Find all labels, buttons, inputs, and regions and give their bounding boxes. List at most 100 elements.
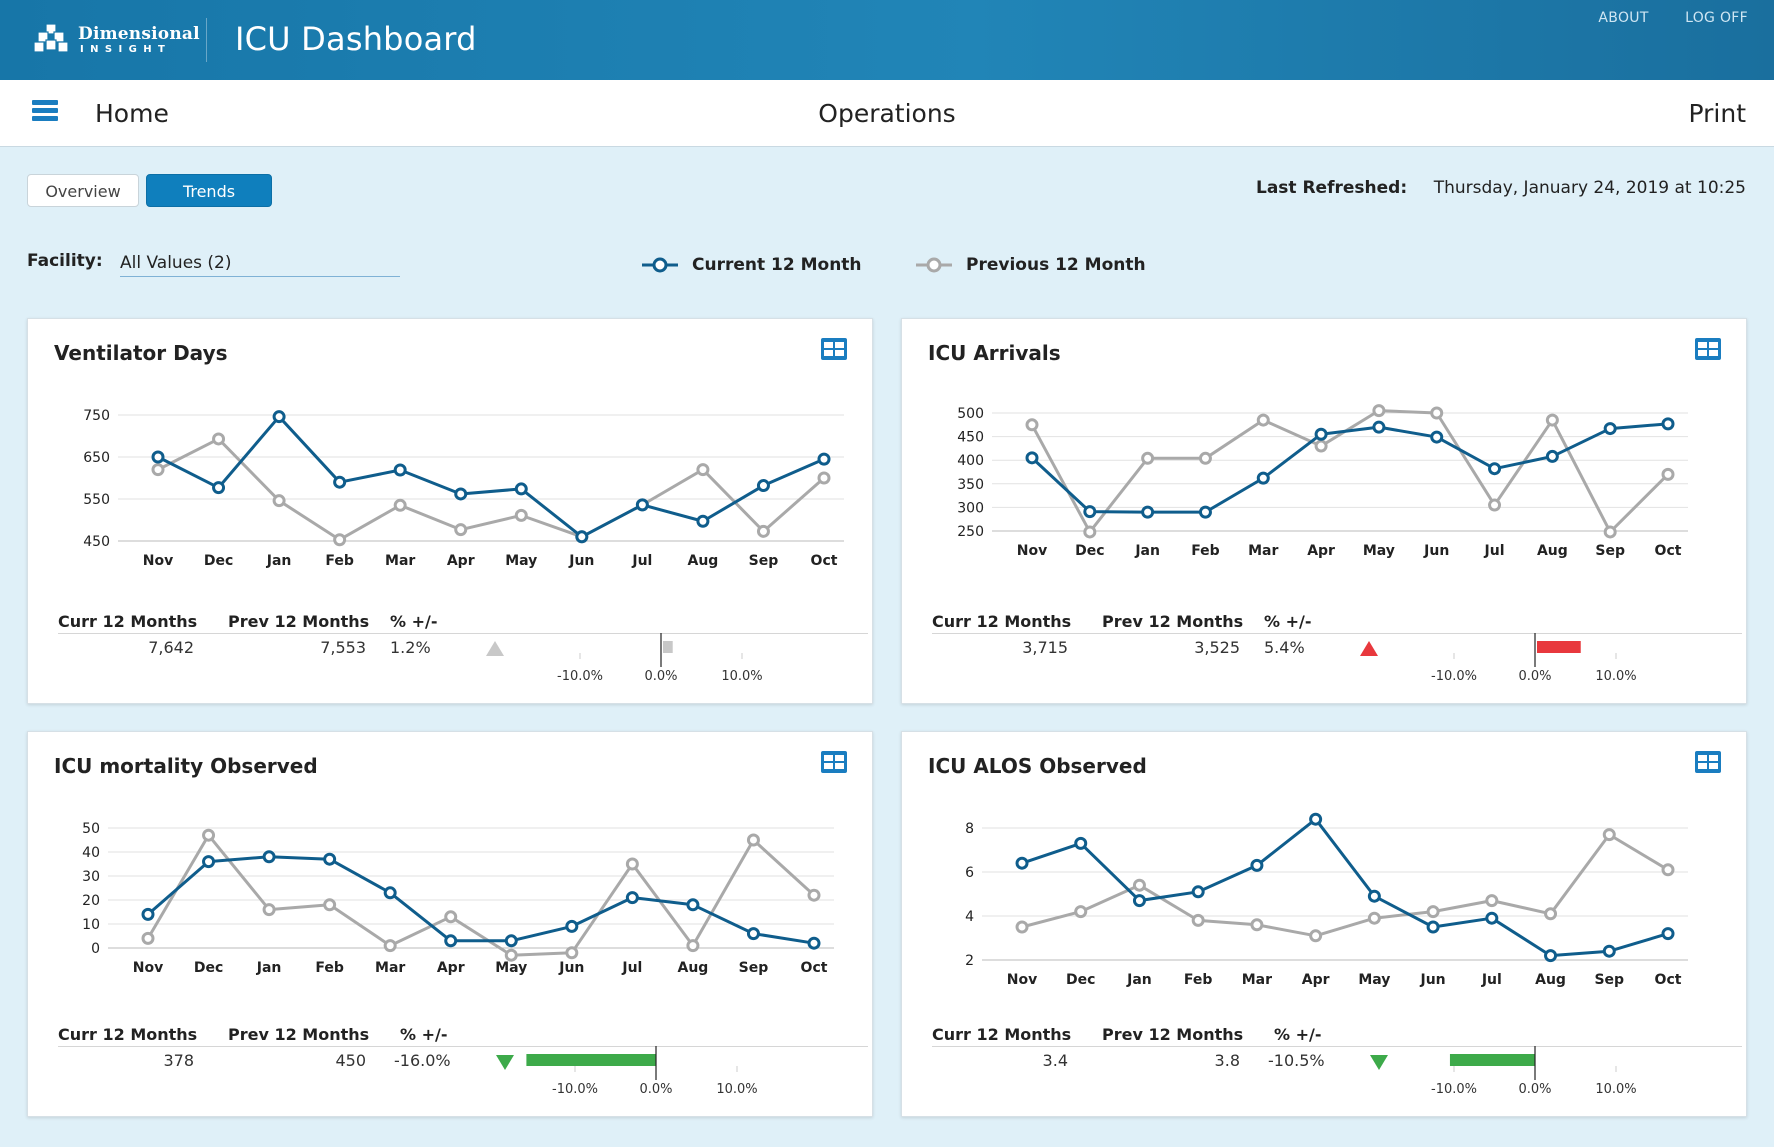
- data-point-current[interactable]: [262, 850, 276, 864]
- data-point-current[interactable]: [1074, 836, 1088, 850]
- data-point-current[interactable]: [686, 898, 700, 912]
- data-point-previous[interactable]: [141, 931, 155, 945]
- data-point-previous[interactable]: [807, 888, 821, 902]
- data-point-previous[interactable]: [1488, 498, 1502, 512]
- data-point-current[interactable]: [575, 530, 589, 544]
- data-point-previous[interactable]: [504, 948, 518, 962]
- data-point-previous[interactable]: [1198, 451, 1212, 465]
- data-point-previous[interactable]: [1025, 418, 1039, 432]
- company-logo[interactable]: Dimensional INSIGHT: [32, 22, 200, 58]
- tab-trends[interactable]: Trends: [146, 174, 272, 207]
- data-point-previous[interactable]: [514, 508, 528, 522]
- data-point-current[interactable]: [1367, 889, 1381, 903]
- data-point-current[interactable]: [454, 487, 468, 501]
- data-point-previous[interactable]: [756, 524, 770, 538]
- data-point-previous[interactable]: [1485, 894, 1499, 908]
- data-point-current[interactable]: [756, 479, 770, 493]
- data-point-previous[interactable]: [454, 523, 468, 537]
- data-point-previous[interactable]: [1314, 439, 1328, 453]
- data-point-current[interactable]: [635, 498, 649, 512]
- data-point-previous[interactable]: [202, 828, 216, 842]
- about-link[interactable]: ABOUT: [1598, 10, 1649, 26]
- data-point-current[interactable]: [1191, 885, 1205, 899]
- data-point-current[interactable]: [1661, 417, 1675, 431]
- data-point-previous[interactable]: [1426, 905, 1440, 919]
- table-grid-icon[interactable]: [1694, 337, 1722, 361]
- data-point-previous[interactable]: [1256, 413, 1270, 427]
- data-point-current[interactable]: [1132, 894, 1146, 908]
- data-point-current[interactable]: [1603, 422, 1617, 436]
- data-point-previous[interactable]: [1309, 929, 1323, 943]
- data-point-previous[interactable]: [746, 833, 760, 847]
- print-button[interactable]: Print: [1688, 99, 1746, 128]
- data-point-current[interactable]: [1250, 858, 1264, 872]
- data-point-current[interactable]: [212, 481, 226, 495]
- data-point-previous[interactable]: [817, 471, 831, 485]
- table-grid-icon[interactable]: [820, 337, 848, 361]
- data-point-current[interactable]: [1141, 505, 1155, 519]
- data-point-previous[interactable]: [444, 910, 458, 924]
- table-grid-icon[interactable]: [1694, 750, 1722, 774]
- data-point-current[interactable]: [1256, 471, 1270, 485]
- data-point-previous[interactable]: [686, 939, 700, 953]
- home-link[interactable]: Home: [95, 99, 169, 128]
- data-point-current[interactable]: [514, 482, 528, 496]
- data-point-current[interactable]: [202, 855, 216, 869]
- data-point-previous[interactable]: [1074, 905, 1088, 919]
- data-point-current[interactable]: [1545, 449, 1559, 463]
- data-point-previous[interactable]: [1367, 911, 1381, 925]
- data-point-previous[interactable]: [696, 463, 710, 477]
- data-point-previous[interactable]: [1661, 863, 1675, 877]
- data-point-current[interactable]: [817, 452, 831, 466]
- data-point-current[interactable]: [1083, 505, 1097, 519]
- data-point-previous[interactable]: [565, 946, 579, 960]
- data-point-current[interactable]: [504, 934, 518, 948]
- data-point-current[interactable]: [1430, 430, 1444, 444]
- data-point-current[interactable]: [383, 886, 397, 900]
- data-point-previous[interactable]: [1661, 467, 1675, 481]
- hamburger-icon[interactable]: [32, 100, 58, 122]
- data-point-previous[interactable]: [625, 857, 639, 871]
- data-point-previous[interactable]: [262, 903, 276, 917]
- data-point-previous[interactable]: [272, 494, 286, 508]
- data-point-previous[interactable]: [1191, 913, 1205, 927]
- data-point-current[interactable]: [141, 907, 155, 921]
- data-point-previous[interactable]: [1015, 920, 1029, 934]
- data-point-current[interactable]: [625, 891, 639, 905]
- table-grid-icon[interactable]: [820, 750, 848, 774]
- data-point-previous[interactable]: [151, 463, 165, 477]
- data-point-previous[interactable]: [1250, 918, 1264, 932]
- data-point-current[interactable]: [333, 475, 347, 489]
- data-point-current[interactable]: [272, 410, 286, 424]
- data-point-current[interactable]: [565, 919, 579, 933]
- data-point-previous[interactable]: [1602, 828, 1616, 842]
- data-point-current[interactable]: [1198, 505, 1212, 519]
- data-point-current[interactable]: [1025, 451, 1039, 465]
- data-point-previous[interactable]: [1372, 404, 1386, 418]
- data-point-previous[interactable]: [1132, 878, 1146, 892]
- data-point-previous[interactable]: [212, 432, 226, 446]
- data-point-previous[interactable]: [1141, 451, 1155, 465]
- data-point-current[interactable]: [696, 514, 710, 528]
- facility-select[interactable]: [120, 250, 400, 277]
- data-point-current[interactable]: [1314, 427, 1328, 441]
- data-point-current[interactable]: [1485, 911, 1499, 925]
- data-point-current[interactable]: [444, 934, 458, 948]
- data-point-current[interactable]: [807, 936, 821, 950]
- data-point-previous[interactable]: [1544, 907, 1558, 921]
- data-point-current[interactable]: [1309, 812, 1323, 826]
- data-point-current[interactable]: [1544, 949, 1558, 963]
- data-point-previous[interactable]: [1603, 525, 1617, 539]
- log-off-link[interactable]: LOG OFF: [1685, 10, 1748, 26]
- data-point-current[interactable]: [1426, 920, 1440, 934]
- data-point-current[interactable]: [323, 852, 337, 866]
- data-point-current[interactable]: [1015, 856, 1029, 870]
- data-point-current[interactable]: [1488, 462, 1502, 476]
- tab-overview[interactable]: Overview: [27, 174, 139, 207]
- data-point-current[interactable]: [393, 463, 407, 477]
- data-point-previous[interactable]: [383, 939, 397, 953]
- data-point-previous[interactable]: [1430, 406, 1444, 420]
- data-point-previous[interactable]: [323, 898, 337, 912]
- data-point-previous[interactable]: [333, 533, 347, 547]
- data-point-current[interactable]: [1661, 927, 1675, 941]
